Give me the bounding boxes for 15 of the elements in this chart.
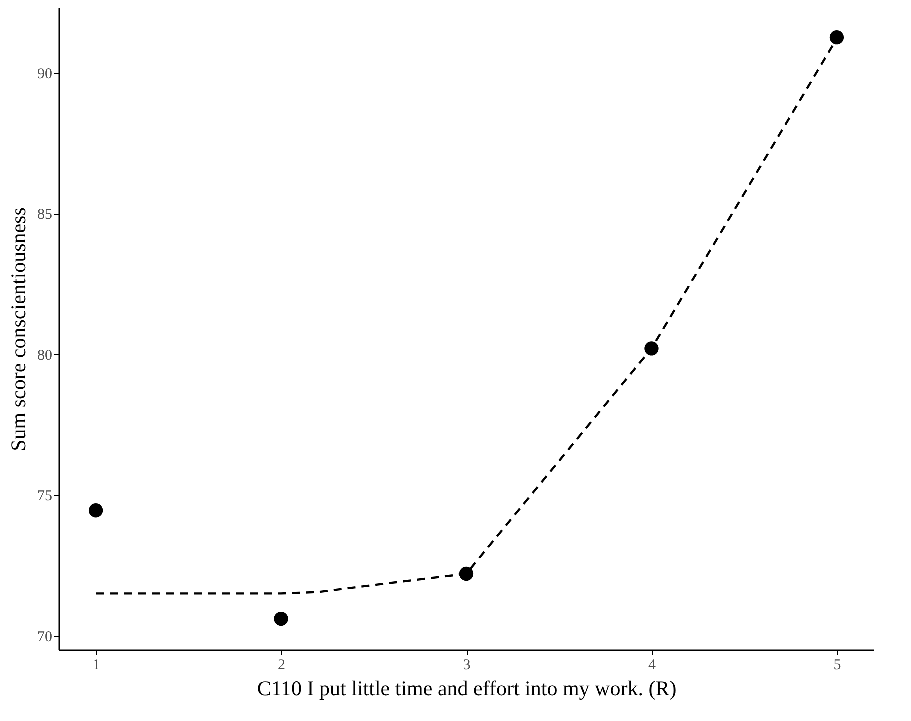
y-tick-label: 70 <box>38 629 52 646</box>
x-tick-label: 3 <box>463 658 471 674</box>
x-tick-label: 2 <box>278 658 286 674</box>
y-tick-label: 90 <box>38 66 52 82</box>
point <box>830 30 844 45</box>
y-tick-label: 80 <box>38 348 52 364</box>
point <box>88 504 104 518</box>
y-tick-label: 85 <box>38 207 52 224</box>
x-tick-label: 1 <box>92 658 100 674</box>
x-tick-label: 4 <box>648 658 656 674</box>
y-tick-label: 75 <box>38 488 52 505</box>
x-axis-title: C110 I put little time and effort into my work. (R) <box>257 676 677 700</box>
y-axis-title: Sum score conscientiousness <box>6 208 30 452</box>
point <box>274 612 288 626</box>
x-tick-label: 5 <box>834 658 842 674</box>
